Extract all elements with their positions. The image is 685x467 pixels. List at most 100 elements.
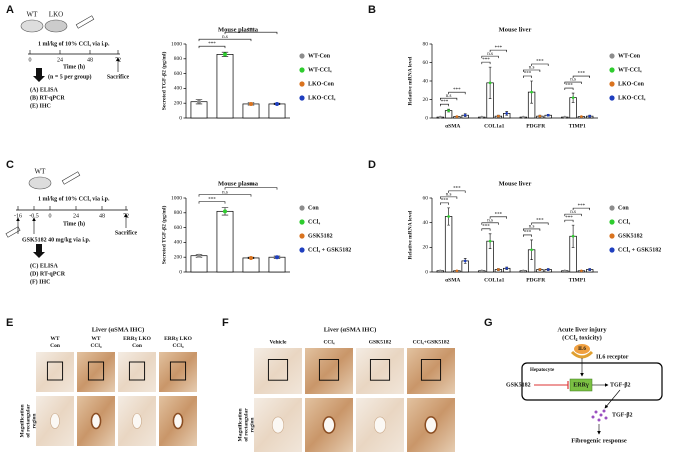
legend-swatch bbox=[609, 205, 615, 211]
mouse-icon bbox=[28, 176, 52, 190]
mouse-icon bbox=[44, 19, 68, 33]
panel-label: E bbox=[6, 317, 13, 329]
down-arrow bbox=[33, 68, 45, 82]
vessel bbox=[424, 416, 438, 434]
significance-bracket bbox=[523, 234, 532, 237]
drug-text: GSK5182 40 mg/kg via i.p. bbox=[22, 237, 91, 243]
schematic-c: WT 1 ml/kg of 10% CCl₄ via i.p. Time (h)… bbox=[5, 168, 137, 285]
mean-dot bbox=[505, 266, 509, 270]
row-label: region bbox=[249, 418, 255, 433]
significance-label: n.s bbox=[570, 210, 576, 215]
diagram-text: ERRγ bbox=[573, 382, 589, 388]
diagram-text: GSK5182 bbox=[506, 382, 531, 388]
significance-bracket bbox=[481, 228, 491, 231]
legend-swatch bbox=[299, 53, 305, 59]
y-tick-label: 40 bbox=[423, 220, 429, 226]
significance-label: *** bbox=[524, 72, 532, 77]
y-axis-label: Relative mRNA level bbox=[407, 56, 413, 105]
significance-label: *** bbox=[208, 42, 216, 47]
legend-label: LKO-Con bbox=[308, 81, 335, 87]
significance-bracket bbox=[572, 75, 590, 79]
n-label: (n = 5 per group) bbox=[48, 73, 92, 80]
significance-bracket bbox=[564, 87, 574, 91]
mean-dot bbox=[563, 115, 567, 119]
assay: (E) IHC bbox=[30, 102, 51, 109]
vessel bbox=[50, 413, 60, 429]
assay: (B) RT-qPCR bbox=[30, 94, 65, 101]
mean-dot bbox=[438, 269, 442, 273]
legend-swatch bbox=[609, 67, 615, 73]
vessel bbox=[322, 416, 336, 434]
micrograph bbox=[407, 348, 455, 394]
diagram-text: Fibrogenic response bbox=[571, 437, 627, 444]
legend-label: WT-CCl₄ bbox=[618, 67, 642, 73]
legend-swatch bbox=[299, 219, 305, 225]
significance-bracket bbox=[198, 201, 226, 204]
mean-dot bbox=[497, 268, 500, 271]
significance-bracket bbox=[448, 190, 466, 193]
zoom-box bbox=[318, 359, 340, 381]
panel-title: Liver (αSMA IHC) bbox=[324, 326, 377, 333]
significance-label: *** bbox=[495, 46, 503, 51]
legend-swatch bbox=[609, 53, 615, 59]
column-label: CCl₄ bbox=[172, 343, 183, 349]
legend-swatch bbox=[299, 67, 305, 73]
row-label: region bbox=[31, 414, 37, 429]
mean-dot bbox=[488, 239, 492, 243]
row-label: of rectangular bbox=[243, 408, 249, 442]
cell-outline bbox=[521, 362, 663, 401]
time-label: 24 bbox=[73, 213, 79, 219]
dose-text: 1 ml/kg of 10% CCl₄ via i.p. bbox=[38, 41, 110, 47]
significance-bracket bbox=[224, 31, 278, 35]
legend-swatch bbox=[299, 247, 305, 253]
mean-dot bbox=[546, 268, 550, 271]
y-tick-label: 400 bbox=[174, 86, 183, 92]
panel-label: A bbox=[6, 4, 14, 16]
zoom-box bbox=[169, 361, 187, 381]
assay: (F) IHC bbox=[30, 278, 51, 285]
column-label: ERRγ LKO bbox=[164, 336, 193, 342]
zoom-box bbox=[369, 359, 391, 381]
il6-icon bbox=[574, 344, 590, 354]
legend-label: CCl₄ + GSK5182 bbox=[618, 247, 661, 253]
time-label: 0 bbox=[29, 57, 32, 63]
x-tick-label: TIMP1 bbox=[569, 123, 586, 129]
legend-swatch bbox=[299, 95, 305, 101]
mean-dot bbox=[249, 101, 253, 106]
y-tick-label: 600 bbox=[174, 71, 183, 77]
significance-bracket bbox=[448, 91, 466, 95]
zoom-box bbox=[46, 361, 64, 381]
bar bbox=[216, 210, 234, 273]
micrograph bbox=[305, 348, 353, 394]
column-label: CCl₄+GSK5182 bbox=[413, 339, 450, 345]
y-tick-label: 1000 bbox=[171, 195, 182, 201]
legend-swatch bbox=[609, 81, 615, 87]
row-label: of rectangular bbox=[25, 404, 31, 438]
assay: (D) RT-qPCR bbox=[30, 270, 66, 277]
legend-label: GSK5182 bbox=[308, 233, 333, 239]
significance-bracket bbox=[523, 69, 541, 72]
mean-dot bbox=[588, 268, 592, 271]
down-arrow bbox=[33, 244, 45, 258]
y-tick-label: 1000 bbox=[171, 41, 182, 47]
significance-bracket bbox=[564, 213, 582, 217]
significance-bracket bbox=[198, 38, 252, 42]
significance-bracket bbox=[440, 196, 458, 199]
significance-bracket bbox=[440, 103, 449, 107]
mean-dot bbox=[275, 101, 279, 106]
mean-dot bbox=[530, 90, 533, 94]
mean-dot bbox=[438, 115, 442, 119]
y-tick-label: 0 bbox=[179, 115, 182, 121]
panel-label: B bbox=[368, 4, 376, 16]
significance-bracket bbox=[224, 187, 278, 190]
bar bbox=[190, 255, 208, 273]
legend-label: Con bbox=[618, 205, 629, 211]
mean-dot bbox=[505, 112, 509, 115]
mean-dot bbox=[563, 269, 567, 273]
significance-label: *** bbox=[247, 183, 255, 188]
significance-label: *** bbox=[453, 88, 461, 93]
legend-swatch bbox=[609, 233, 615, 239]
column-label: Vehicle bbox=[270, 339, 287, 345]
mean-dot bbox=[223, 209, 227, 214]
